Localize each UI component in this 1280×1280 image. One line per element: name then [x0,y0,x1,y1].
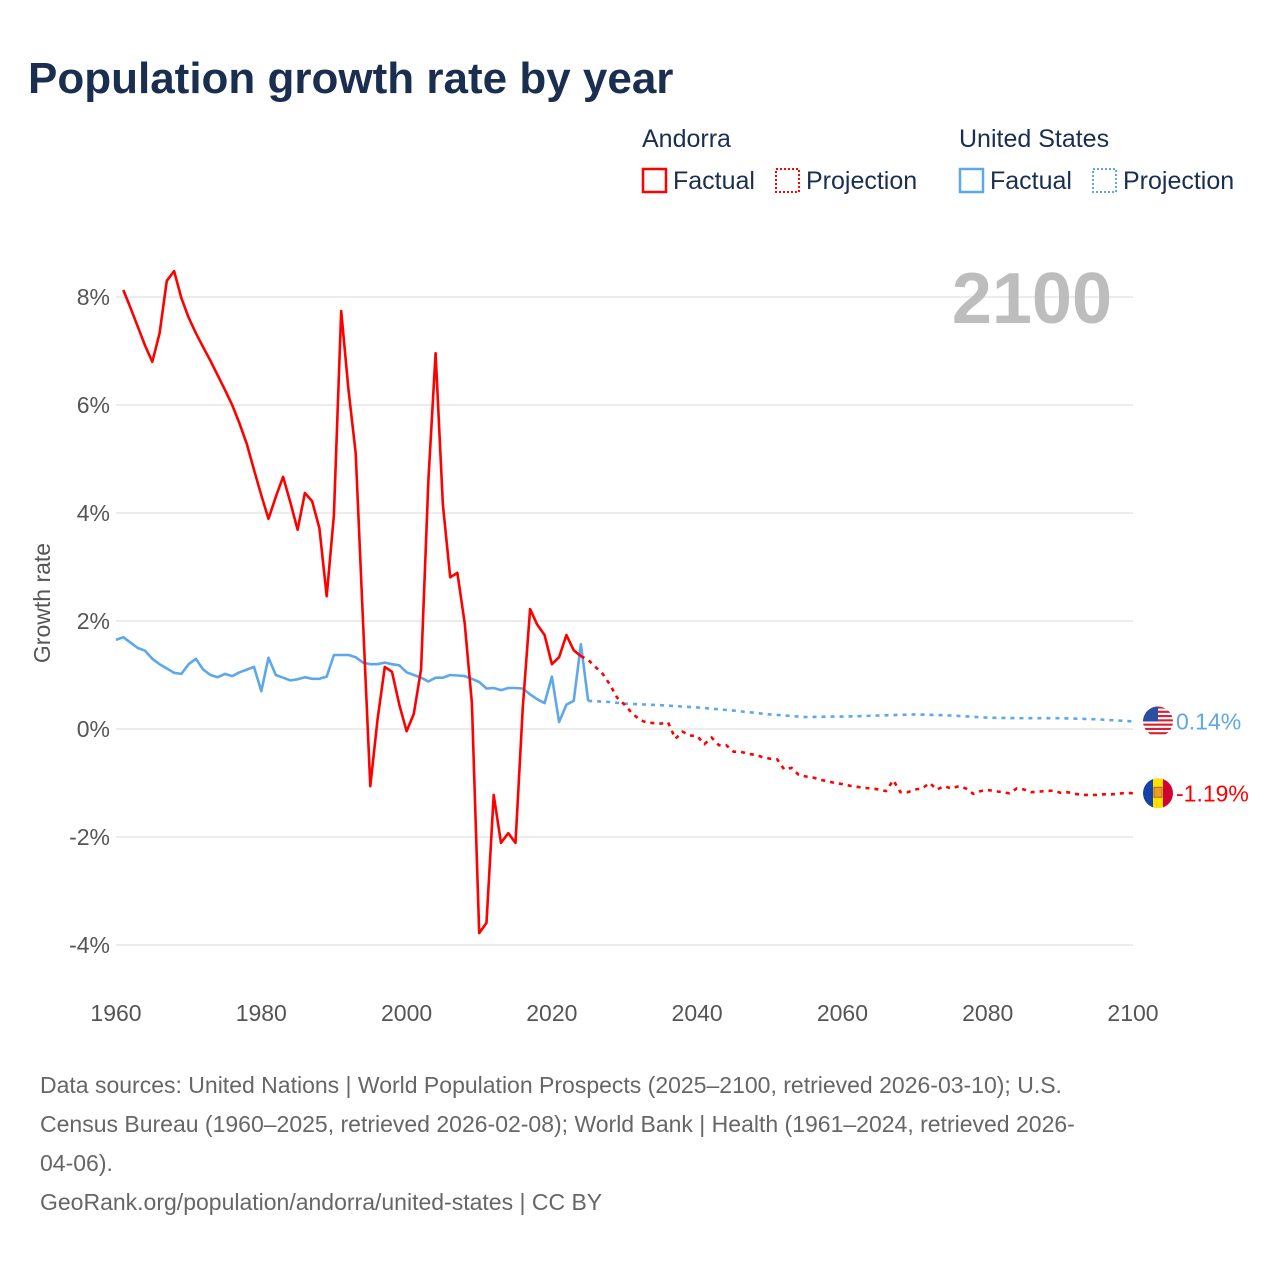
x-tick-label: 2060 [817,1000,868,1026]
x-tick-label: 2020 [526,1000,577,1026]
legend-label-andorra-factual: Factual [673,167,755,195]
gridlines [116,296,1133,946]
end-labels: -1.19% 0.14% [1143,706,1249,809]
legend-label-andorra-projection: Projection [806,167,917,195]
end-label-us: 0.14% [1176,708,1241,734]
us-flag-icon [1143,706,1173,735]
year-label: 2100 [952,259,1112,339]
legend-label-us-factual: Factual [990,167,1072,195]
flag-stripe [1143,723,1173,726]
andorra-projection-line [580,654,1134,797]
source-line-3: 04-06). [40,1150,113,1176]
flag-body [1143,778,1173,809]
credit-link[interactable]: GeoRank.org/population/andorra/united-st… [40,1189,602,1215]
us-projection-line [588,699,1134,723]
legend-group-andorra: Andorra [642,125,731,153]
y-tick-label: 8% [77,284,110,310]
x-tick-label: 2080 [962,1000,1013,1026]
andorra-flag-icon [1143,778,1173,809]
series-lines [115,269,1134,935]
footer: Data sources: United Nations | World Pop… [40,1072,1075,1215]
x-tick-label: 2000 [381,1000,432,1026]
legend-label-us-projection: Projection [1123,167,1234,195]
x-axis: 1960 1980 2000 2020 2040 2060 2080 2100 [90,1000,1158,1026]
legend-swatch-us-projection [1092,168,1117,193]
legend: Andorra Factual Projection United States… [641,125,1234,195]
y-axis-label: Growth rate [29,543,55,663]
flag-coat-of-arms [1153,786,1163,798]
x-tick-label: 2100 [1107,1000,1158,1026]
legend-swatch-us-factual [958,167,985,194]
flag-stripe [1143,732,1173,735]
chart-title: Population growth rate by year [28,54,673,103]
flag-band-blue [1143,778,1153,809]
x-tick-label: 2040 [672,1000,723,1026]
flag-body [1143,706,1173,735]
source-line-2: Census Bureau (1960–2025, retrieved 2026… [40,1111,1075,1137]
y-axis: 8% 6% 4% 2% 0% -2% -4% [69,284,110,958]
y-tick-label: 0% [77,716,110,742]
y-tick-label: -2% [69,824,110,850]
source-line-1: Data sources: United Nations | World Pop… [40,1072,1062,1098]
end-label-andorra: -1.19% [1176,780,1249,806]
y-tick-label: 6% [77,392,110,418]
legend-swatch-andorra-factual [641,167,668,194]
flag-band-red [1163,778,1173,809]
x-tick-label: 1980 [236,1000,287,1026]
y-tick-label: -4% [69,932,110,958]
flag-canton [1143,706,1158,722]
y-tick-label: 2% [77,608,110,634]
x-tick-label: 1960 [90,1000,141,1026]
flag-stripe [1143,727,1173,731]
legend-swatch-andorra-projection [775,168,800,193]
andorra-factual-line [122,269,582,935]
y-tick-label: 4% [77,500,110,526]
legend-group-us: United States [959,125,1109,153]
us-factual-line [115,635,590,724]
